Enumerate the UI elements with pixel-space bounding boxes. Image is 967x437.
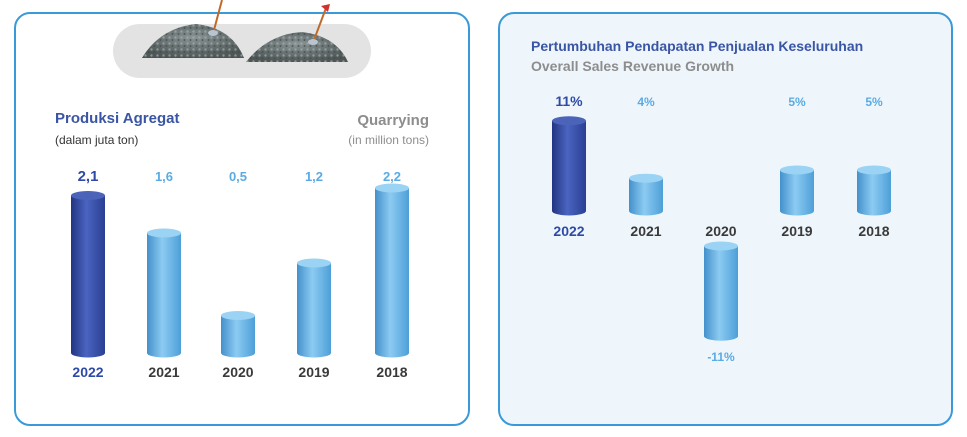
- tick-label: 2020: [705, 223, 736, 239]
- tick-label: 2021: [630, 223, 661, 239]
- tick-label: 2019: [781, 223, 812, 239]
- data-label: 1,6: [155, 169, 173, 184]
- bar: [375, 183, 409, 358]
- tick-label: 2018: [376, 364, 407, 380]
- data-label: 1,2: [305, 169, 323, 184]
- bar: [552, 116, 586, 216]
- bar: [221, 311, 255, 358]
- bar: [857, 165, 891, 216]
- data-label: 4%: [637, 95, 655, 109]
- data-label: 0,5: [229, 169, 247, 184]
- tick-label: 2022: [553, 223, 584, 239]
- left-unit-id: (dalam juta ton): [55, 133, 139, 147]
- tick-label: 2019: [298, 364, 329, 380]
- data-label: 11%: [555, 93, 583, 109]
- bar: [297, 258, 331, 358]
- sales-growth-panel: [498, 12, 953, 426]
- right-title-en: Overall Sales Revenue Growth: [531, 58, 735, 74]
- left-title-en: Quarrying: [357, 112, 429, 129]
- tick-label: 2018: [858, 223, 889, 239]
- bar: [71, 191, 105, 358]
- data-label: 2,1: [78, 168, 99, 185]
- bar: [780, 165, 814, 216]
- bar: [704, 241, 738, 341]
- data-label: -11%: [707, 350, 735, 364]
- data-label: 5%: [865, 95, 883, 109]
- left-unit-en: (in million tons): [348, 133, 429, 147]
- tick-label: 2021: [148, 364, 179, 380]
- left-title-id: Produksi Agregat: [55, 110, 180, 127]
- data-label: 2,2: [383, 169, 401, 184]
- right-title-id: Pertumbuhan Pendapatan Penjualan Keselur…: [531, 38, 864, 54]
- tick-label: 2022: [72, 364, 103, 380]
- bar: [629, 173, 663, 216]
- data-label: 5%: [788, 95, 806, 109]
- tick-label: 2020: [222, 364, 253, 380]
- bar: [147, 228, 181, 358]
